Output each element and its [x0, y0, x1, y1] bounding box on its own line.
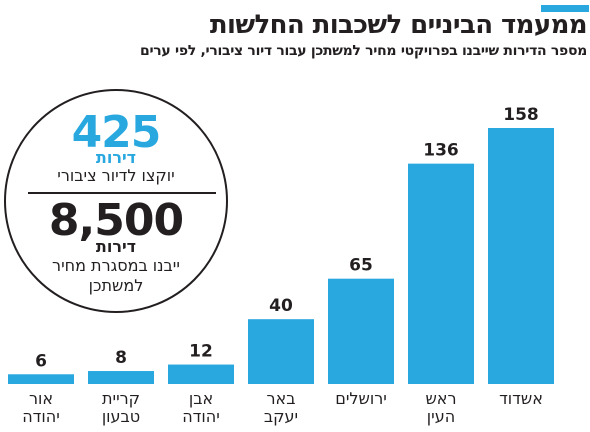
chart-subtitle: מספר הדירות שייבנו בפרויקטי מחיר למשתכן …	[140, 43, 587, 59]
category-label: ירושלים	[335, 389, 387, 408]
category-label: אור	[29, 389, 53, 408]
accent-bar	[541, 5, 589, 12]
stat1-text: יוקצו לדיור ציבורי	[57, 166, 175, 185]
bar-beer-yaakov	[248, 319, 314, 384]
stat1-value: 425	[71, 107, 162, 158]
stat2-value: 8,500	[48, 195, 184, 246]
bar-value-label: 8	[115, 348, 127, 368]
callout-divider	[28, 192, 216, 194]
category-label: יעקב	[264, 407, 298, 426]
category-label: אבן	[189, 389, 213, 408]
bar-even-yehuda	[168, 364, 234, 384]
category-label: אשדוד	[499, 389, 543, 408]
category-label: העין	[427, 407, 455, 426]
stat2-text-line2: למשתכן	[88, 276, 144, 295]
chart-title: ממעמד הביניים לשכבות החלשות	[209, 10, 588, 40]
bar-value-label: 65	[349, 256, 373, 276]
category-label: קריית	[102, 389, 140, 408]
stat1-unit: דירות	[95, 148, 137, 167]
bar-ashdod	[488, 128, 554, 384]
bar-value-label: 6	[35, 351, 47, 371]
callout-circle	[4, 89, 228, 313]
bar-kiryat-tivon	[88, 371, 154, 384]
category-label: יהודה	[182, 407, 220, 426]
bar-rosh-haayin	[408, 163, 474, 384]
stat2-text-line1: ייבנו במסגרת מחיר	[52, 256, 180, 275]
category-label: באר	[267, 389, 296, 408]
bar-value-label: 158	[503, 105, 539, 125]
stat2-unit: דירות	[95, 237, 137, 256]
category-label: יהודה	[22, 407, 60, 426]
bar-value-label: 136	[423, 141, 459, 161]
bar-jerusalem	[328, 278, 394, 384]
bar-value-label: 12	[189, 342, 213, 362]
category-label: ראש	[425, 389, 456, 408]
category-label: טבעון	[102, 407, 140, 426]
bar-value-label: 40	[269, 296, 293, 316]
bar-or-yehuda	[8, 374, 74, 384]
